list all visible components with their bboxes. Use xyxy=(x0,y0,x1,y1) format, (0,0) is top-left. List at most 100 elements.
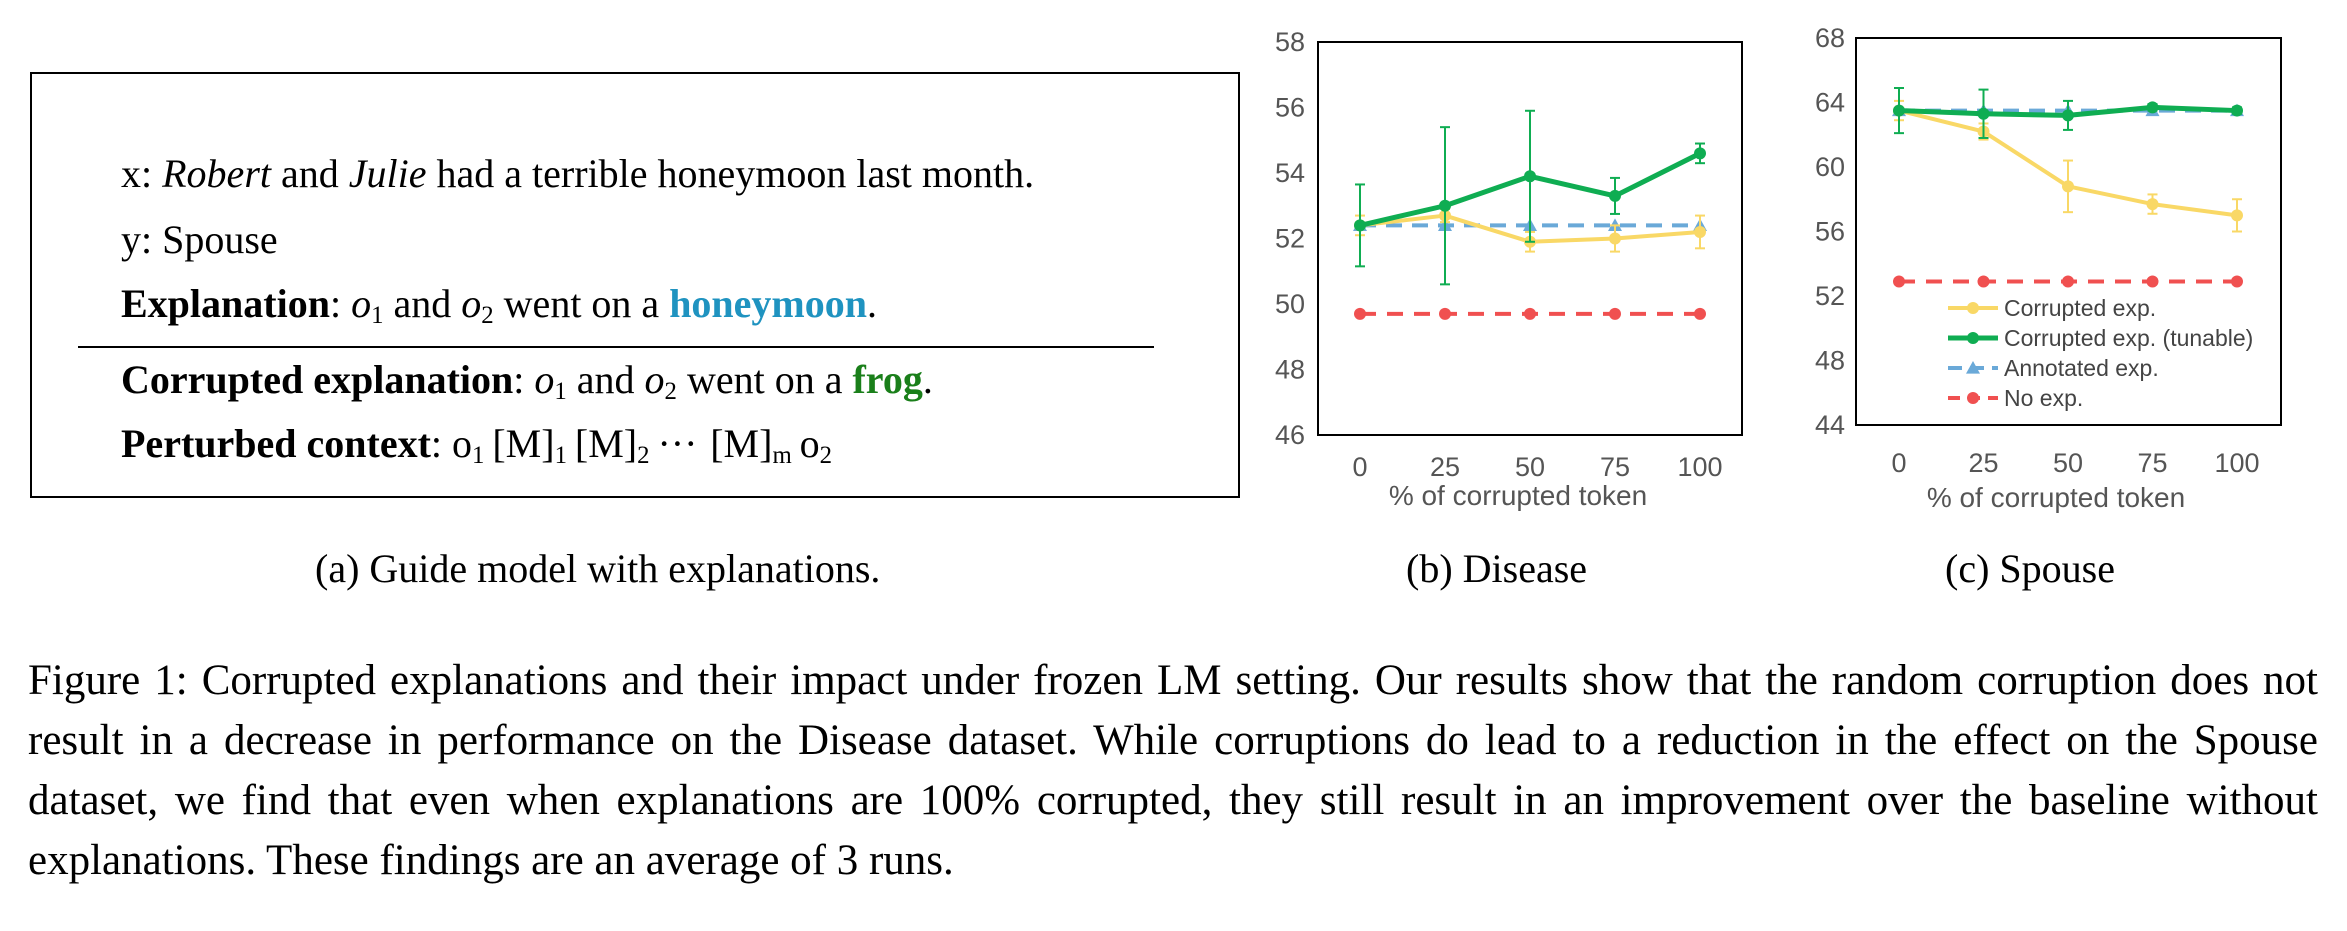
data-point xyxy=(2146,198,2159,211)
and-text: and xyxy=(383,281,462,326)
series-1 xyxy=(1893,86,2243,139)
and-text: and xyxy=(566,357,645,402)
data-point xyxy=(2062,275,2074,288)
legend-label: Corrupted exp. xyxy=(2004,295,2156,321)
y-tick-label: 54 xyxy=(1275,158,1305,188)
explanation-example-box: x: Robert and Julie had a terrible honey… xyxy=(30,72,1240,498)
x-tick-label: 0 xyxy=(1891,448,1906,478)
explanation-keyword: honeymoon xyxy=(669,281,867,326)
mask-token-m-sub: m xyxy=(772,442,792,470)
o1-subscript: 1 xyxy=(554,378,567,406)
x-rest: had a terrible honeymoon last month. xyxy=(426,151,1035,196)
y-tick-label: 52 xyxy=(1815,281,1845,311)
pert-o2: o xyxy=(799,421,820,466)
x-tick-label: 0 xyxy=(1352,452,1367,482)
entity-robert: Robert xyxy=(162,151,271,196)
subcaption-c: (c) Spouse xyxy=(1945,546,2115,591)
period: . xyxy=(867,281,877,326)
data-point xyxy=(2231,275,2243,288)
explanation-label: Explanation xyxy=(121,281,330,326)
x-tick-label: 100 xyxy=(2214,448,2259,478)
chart-disease: 46 48 50 52 54 56 58 0 25 50 75 100 % of corrupted t… xyxy=(1275,27,1743,511)
data-point xyxy=(1977,107,1990,120)
legend-marker xyxy=(1967,392,1979,404)
x-tick-label: 25 xyxy=(1430,452,1460,482)
o2-symbol: o xyxy=(644,357,665,402)
pert-o1-sub: 1 xyxy=(472,442,485,470)
data-point xyxy=(1694,225,1706,238)
series-3 xyxy=(1893,275,2243,288)
legend-label: Annotated exp. xyxy=(2004,355,2159,381)
data-point xyxy=(2146,275,2159,288)
mask-token-m: [M] xyxy=(710,421,773,466)
data-point xyxy=(1694,307,1706,320)
explanation-line: Explanation: o1 and o2 went on a honeymo… xyxy=(121,280,877,330)
legend-marker xyxy=(1967,332,1979,344)
colon: : xyxy=(329,281,352,326)
y-tick-label: 52 xyxy=(1275,224,1305,254)
charts-canvas: 46 48 50 52 54 56 58 0 25 50 75 100 % of corrupted t… xyxy=(1275,23,2282,513)
label-line: y: Spouse xyxy=(121,216,278,263)
pert-o1: o xyxy=(452,421,473,466)
x-tick-label: 25 xyxy=(1968,448,1998,478)
input-sentence: x: Robert and Julie had a terrible honey… xyxy=(121,150,1034,197)
y-tick-label: 56 xyxy=(1815,217,1845,247)
y-tick-label: 58 xyxy=(1275,27,1305,57)
period: . xyxy=(922,357,933,402)
mask-token-1-sub: 1 xyxy=(554,442,567,470)
data-point xyxy=(1893,275,1905,288)
ellipsis: ··· xyxy=(657,421,698,466)
legend: Corrupted exp. Corrupted exp. (tunable) An… xyxy=(1948,295,2253,411)
x-and: and xyxy=(271,151,349,196)
x-prefix: x: xyxy=(121,151,163,196)
y-tick-label: 48 xyxy=(1815,346,1845,376)
y-tick-label: 50 xyxy=(1275,289,1305,319)
colon: : xyxy=(513,357,535,402)
mask-token-2: [M] xyxy=(574,421,638,466)
x-tick-label: 100 xyxy=(1677,452,1722,482)
y-tick-label: 60 xyxy=(1815,152,1845,182)
data-point xyxy=(2231,209,2243,222)
data-point xyxy=(1524,307,1536,320)
o2-symbol: o xyxy=(461,281,482,326)
mask-token-1: [M] xyxy=(492,421,555,466)
o1-symbol: o xyxy=(351,281,372,326)
colon: : xyxy=(430,421,453,466)
y-tick-label: 48 xyxy=(1275,355,1305,385)
legend-label: Corrupted exp. (tunable) xyxy=(2004,325,2253,351)
data-point xyxy=(1609,189,1621,202)
subcaption-a: (a) Guide model with explanations. xyxy=(315,546,881,591)
entity-julie: Julie xyxy=(348,151,427,196)
series-1 xyxy=(1354,109,1706,286)
legend-marker xyxy=(1966,361,1980,374)
data-point xyxy=(1609,232,1621,245)
plot-frame-disease xyxy=(1317,41,1743,436)
corrupted-explanation-line: Corrupted explanation: o1 and o2 went on… xyxy=(121,356,933,406)
data-point xyxy=(1354,307,1366,320)
y-label: y: Spouse xyxy=(121,217,278,262)
data-point xyxy=(2062,180,2074,193)
figure-caption: Figure 1: Corrupted explanations and the… xyxy=(28,657,2318,884)
plot-frame-spouse xyxy=(1855,37,2282,426)
x-tick-label: 50 xyxy=(1515,452,1545,482)
legend-marker xyxy=(1967,302,1979,314)
x-tick-label: 75 xyxy=(2137,448,2167,478)
went-text: went on a xyxy=(676,357,853,402)
data-point xyxy=(1524,170,1536,183)
y-tick-label: 46 xyxy=(1275,420,1305,450)
went-text: went on a xyxy=(493,281,670,326)
data-point xyxy=(2146,101,2159,114)
perturbed-context-label: Perturbed context xyxy=(121,421,431,466)
data-point xyxy=(1893,104,1905,117)
data-point xyxy=(1354,219,1366,232)
x-axis-label: % of corrupted token xyxy=(1389,480,1647,511)
subcaption-b: (b) Disease xyxy=(1406,546,1588,591)
y-tick-label: 68 xyxy=(1815,23,1845,53)
data-point xyxy=(1439,307,1451,320)
legend-label: No exp. xyxy=(2004,385,2083,411)
series-3 xyxy=(1354,307,1706,320)
y-tick-label: 64 xyxy=(1815,88,1845,118)
corrupted-keyword: frog xyxy=(852,357,923,402)
o2-subscript: 2 xyxy=(481,302,494,330)
y-tick-label: 56 xyxy=(1275,93,1305,123)
